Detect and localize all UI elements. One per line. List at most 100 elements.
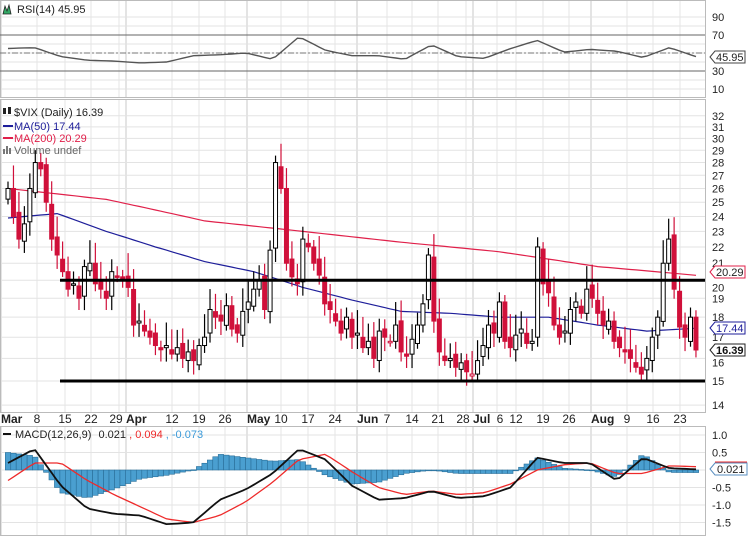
candle	[677, 276, 683, 339]
price-tick-label: 30	[712, 133, 724, 145]
candle-body	[163, 345, 169, 349]
x-tick-label: 6	[497, 412, 504, 426]
candle-body	[518, 328, 524, 334]
macd-histogram-bar	[474, 469, 481, 474]
macd-value: 0.021	[98, 429, 126, 441]
macd-histogram-bar	[501, 469, 508, 474]
candle-body	[589, 284, 595, 299]
ma200-legend-label: MA(200) 20.29	[14, 133, 87, 145]
gridlines	[0, 0, 705, 535]
candle	[551, 276, 557, 331]
x-tick-label: 23	[673, 412, 687, 426]
axes: Mar 8 15 22 29 Apr 12 19 26 May 10 17 24 Jun 7 14 21 28 Ju…	[1, 12, 731, 530]
candle	[475, 340, 481, 382]
candle	[644, 346, 650, 380]
candle	[627, 329, 633, 373]
candle-body	[622, 349, 628, 353]
macd-histogram-bar	[86, 469, 93, 498]
macd-histogram-bar	[179, 469, 186, 473]
candle-body	[425, 254, 431, 301]
candle	[283, 168, 289, 271]
macd-histogram-bar	[578, 469, 585, 471]
candle	[267, 240, 273, 324]
candle-body	[442, 355, 448, 362]
candle-body	[611, 320, 617, 342]
candle	[617, 330, 623, 358]
candle-body	[229, 305, 235, 330]
macd-histogram-bar	[163, 469, 170, 476]
macd-histogram-bar	[114, 469, 121, 489]
candle	[507, 314, 513, 358]
candle-body	[617, 336, 623, 349]
candle-body	[360, 336, 366, 349]
macd-histogram-bar	[425, 469, 432, 472]
candle-body	[409, 338, 415, 355]
candle-body	[436, 318, 442, 353]
macd-histogram-bar	[299, 461, 306, 471]
rsi-line	[7, 37, 697, 64]
candle	[556, 307, 562, 345]
rsi-tick-label: 90	[712, 12, 724, 24]
x-tick-label: 10	[274, 412, 288, 426]
rsi-title: RSI(14) 45.95	[17, 4, 85, 16]
candle-body	[322, 276, 328, 305]
macd-histogram-bar	[70, 469, 77, 496]
candle-body	[529, 340, 535, 344]
candle	[245, 281, 251, 324]
candle	[5, 181, 11, 205]
macd-histogram-bar	[682, 469, 689, 473]
candle-body	[453, 353, 459, 368]
candle-body	[174, 347, 180, 355]
x-tick-label: 28	[456, 412, 470, 426]
candle	[524, 318, 530, 349]
macd-histogram-bar	[665, 469, 672, 473]
macd-histogram-bar	[141, 469, 148, 479]
macd-histogram-bar	[152, 469, 159, 478]
candle	[633, 344, 639, 373]
x-tick-label: Apr	[126, 412, 147, 426]
price-tick-label: 16	[712, 357, 724, 369]
candle-body	[546, 281, 552, 294]
macd-histogram-bar	[37, 464, 44, 471]
candle	[491, 310, 497, 348]
candle	[606, 308, 612, 335]
macd-histogram-bar	[228, 455, 235, 471]
candle-body	[10, 187, 16, 217]
macd-tick-label: -1.5	[712, 518, 731, 530]
candle-body	[469, 373, 475, 377]
macd-histogram-bar	[441, 469, 448, 473]
candle-body	[43, 164, 49, 203]
candle-body	[387, 340, 393, 344]
macd-histogram-bar	[518, 466, 525, 471]
candle	[376, 318, 382, 373]
volume-legend-label: Volume undef	[14, 145, 82, 157]
candle-body	[404, 353, 410, 357]
candle	[196, 338, 202, 371]
price-tick-label: 28	[712, 158, 724, 170]
candle	[21, 206, 27, 253]
x-tick-label: Jun	[357, 412, 378, 426]
candle	[27, 173, 33, 236]
candle	[109, 259, 115, 311]
x-tick-label: 12	[165, 412, 179, 426]
candle-body	[666, 238, 672, 264]
candle	[682, 312, 688, 352]
candle	[152, 323, 158, 356]
candle-body	[502, 301, 508, 342]
candle-body	[218, 314, 224, 322]
candle	[480, 327, 486, 367]
candle	[404, 336, 410, 368]
candle	[393, 302, 399, 349]
price-tick-label: 20	[712, 282, 724, 294]
candle-body	[551, 296, 557, 326]
candle	[65, 256, 71, 297]
candle	[81, 259, 87, 311]
candle-body	[338, 320, 344, 334]
candle	[622, 326, 628, 364]
candle	[387, 334, 393, 347]
candle-body	[76, 285, 82, 299]
ma50-legend-label: MA(50) 17.44	[14, 121, 81, 133]
macd-histogram-bar	[168, 469, 175, 475]
candle	[174, 329, 180, 362]
candle	[158, 340, 164, 362]
